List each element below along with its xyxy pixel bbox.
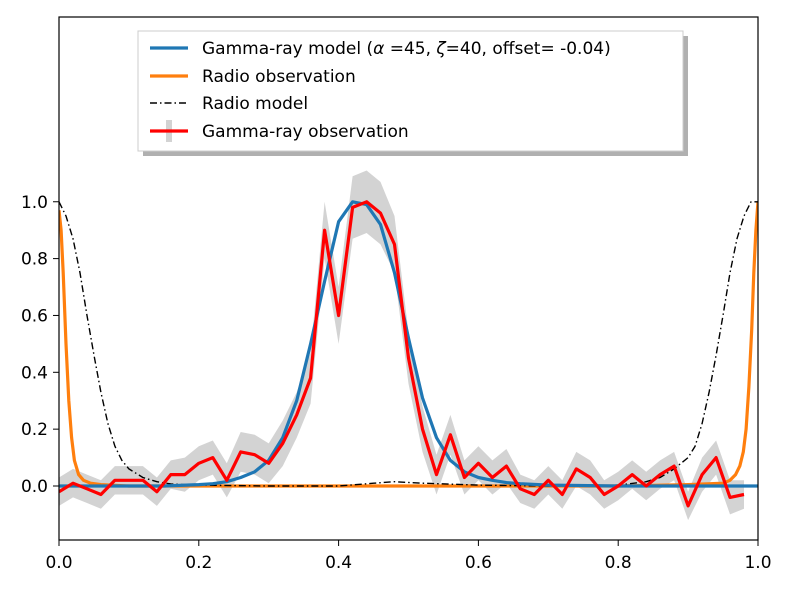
y-tick-label: 0.0 [21,477,48,497]
series-group [59,170,758,521]
legend-box [137,30,684,152]
plot-area [59,170,758,521]
legend-label-radio-model: Radio model [202,94,308,114]
x-tick-label: 0.0 [45,553,72,573]
y-tick-label: 0.2 [21,420,48,440]
x-tick-label: 1.0 [744,553,771,573]
y-tick-label: 0.6 [21,306,48,326]
legend-label-gamma-model: Gamma-ray model (α =45, ζ=40, offset= -0… [202,39,611,59]
legend-label-gamma-observation: Gamma-ray observation [202,122,409,142]
y-tick-label: 0.4 [21,363,48,383]
x-tick-label: 0.2 [185,553,212,573]
legend-label-radio-observation: Radio observation [202,67,356,87]
axes-frame [58,16,759,541]
series-line-radio-observation [59,201,758,488]
x-tick-label: 0.4 [325,553,352,573]
x-tick-label: 0.8 [605,553,632,573]
y-tick-label: 1.0 [21,193,48,213]
legend: Gamma-ray model (α =45, ζ=40, offset= -0… [137,30,688,156]
series-line-radio-model [59,201,758,487]
x-tick-label: 0.6 [465,553,492,573]
ticks: 0.0 0.2 0.4 0.6 0.8 1.0 0.0 0.2 0.4 0.6 0.8 1.0 [21,193,772,573]
y-tick-label: 0.8 [21,250,48,270]
series-line-gamma-ray-observation [59,200,745,508]
